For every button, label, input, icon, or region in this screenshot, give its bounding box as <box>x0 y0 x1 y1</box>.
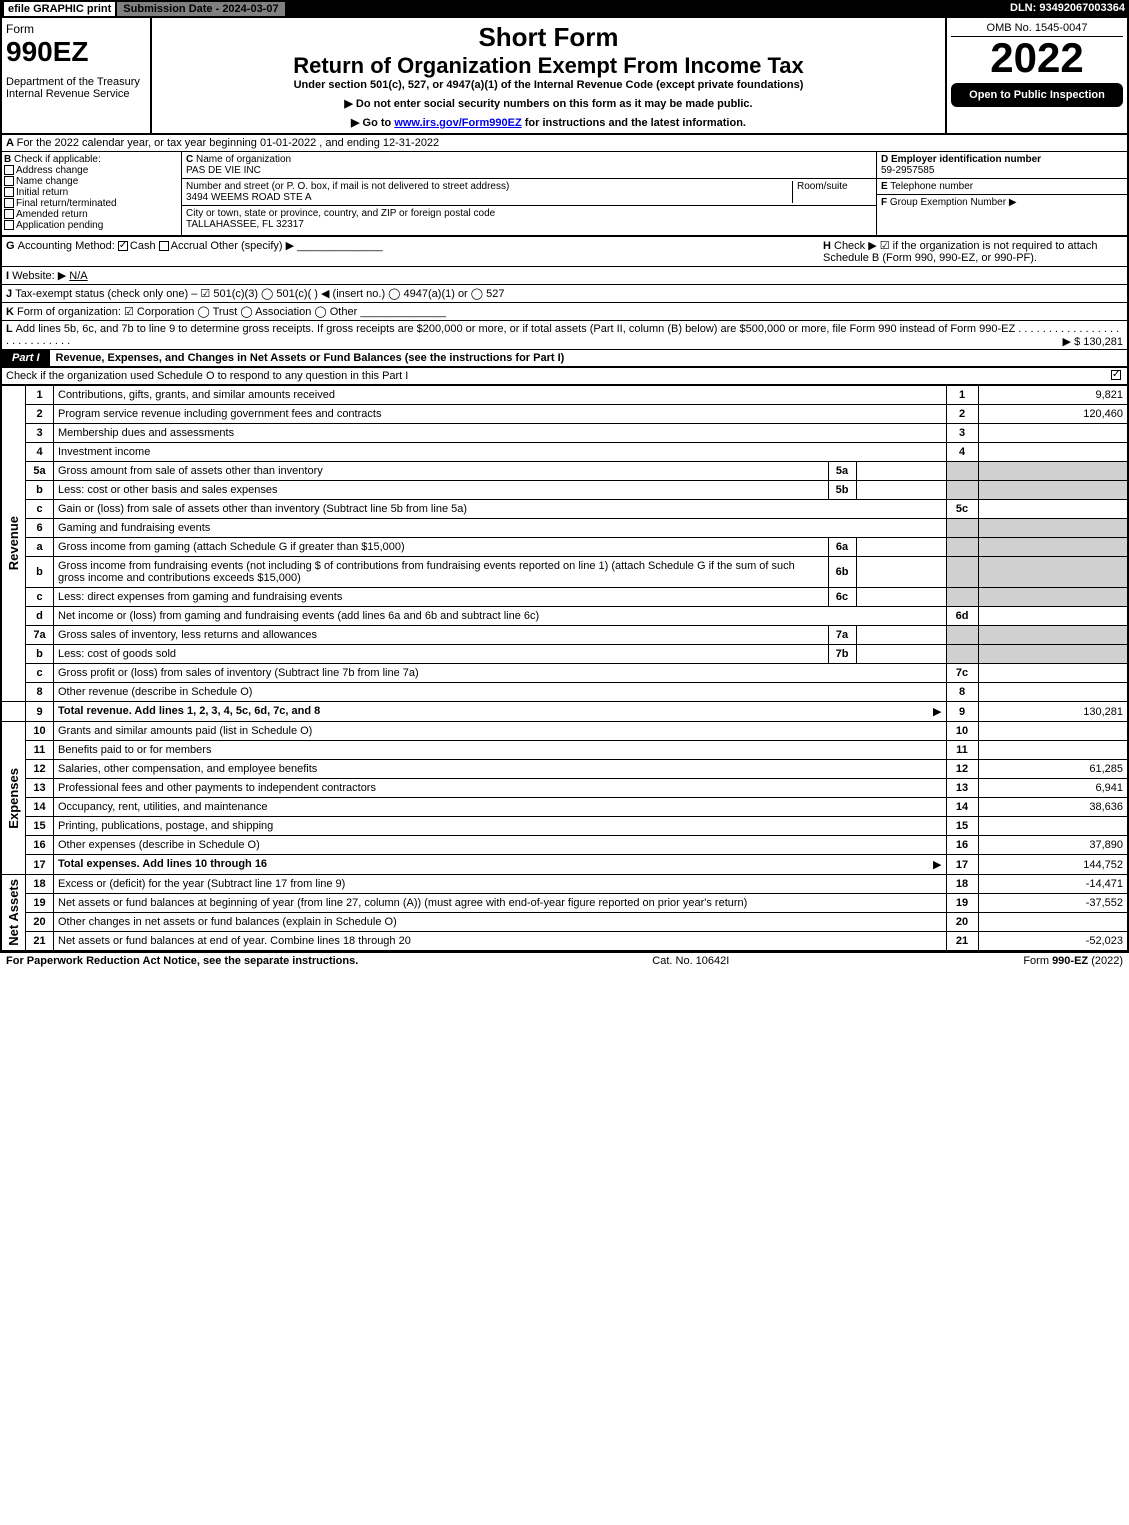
dln: DLN: 93492067003364 <box>1010 2 1125 16</box>
amt-1: 9,821 <box>978 386 1128 405</box>
org-address: 3494 WEEMS ROAD STE A <box>186 192 792 203</box>
e-label: Telephone number <box>890 181 973 192</box>
irs-link[interactable]: www.irs.gov/Form990EZ <box>394 117 521 129</box>
efile-label: efile GRAPHIC print <box>4 2 115 16</box>
amt-16: 37,890 <box>978 836 1128 855</box>
note2: ▶ Go to www.irs.gov/Form990EZ for instru… <box>156 116 941 129</box>
part1-check: Check if the organization used Schedule … <box>0 368 1129 385</box>
note1: ▶ Do not enter social security numbers o… <box>156 97 941 110</box>
tax-year: 2022 <box>951 37 1123 79</box>
cb-final-return[interactable] <box>4 198 14 208</box>
col-b: B Check if applicable: Address change Na… <box>2 152 182 235</box>
expenses-label: Expenses <box>6 768 21 829</box>
amt-10 <box>978 722 1128 741</box>
col-c: C Name of organization PAS DE VIE INC Nu… <box>182 152 877 235</box>
open-to-public: Open to Public Inspection <box>951 83 1123 107</box>
line-gh: G Accounting Method: Cash Accrual Other … <box>0 237 1129 267</box>
line-k: K Form of organization: ☑ Corporation ◯ … <box>0 303 1129 321</box>
amt-2: 120,460 <box>978 405 1128 424</box>
top-bar: efile GRAPHIC print Submission Date - 20… <box>0 0 1129 18</box>
footer-center: Cat. No. 10642I <box>652 955 729 967</box>
i-label: Website: ▶ <box>12 270 66 282</box>
city-label: City or town, state or province, country… <box>186 208 872 219</box>
header-left: Form 990EZ Department of the Treasury In… <box>2 18 152 133</box>
footer-left: For Paperwork Reduction Act Notice, see … <box>6 955 358 967</box>
header-right: OMB No. 1545-0047 2022 Open to Public In… <box>947 18 1127 133</box>
room-label: Room/suite <box>792 181 872 203</box>
h-text: Check ▶ ☑ if the organization is not req… <box>823 240 1098 264</box>
b-label: Check if applicable: <box>14 154 101 165</box>
amt-20 <box>978 913 1128 932</box>
line-a-text: For the 2022 calendar year, or tax year … <box>17 137 440 149</box>
amt-17: 144,752 <box>978 855 1128 875</box>
addr-label: Number and street (or P. O. box, if mail… <box>186 181 792 192</box>
revenue-label: Revenue <box>6 516 21 570</box>
amt-6d <box>978 607 1128 626</box>
amt-18: -14,471 <box>978 875 1128 894</box>
amt-14: 38,636 <box>978 798 1128 817</box>
title-return: Return of Organization Exempt From Incom… <box>156 53 941 79</box>
line-l: L Add lines 5b, 6c, and 7b to line 9 to … <box>0 321 1129 350</box>
amt-13: 6,941 <box>978 779 1128 798</box>
cb-name-change[interactable] <box>4 176 14 186</box>
amt-12: 61,285 <box>978 760 1128 779</box>
amt-7c <box>978 664 1128 683</box>
page-footer: For Paperwork Reduction Act Notice, see … <box>0 951 1129 969</box>
k-text: Form of organization: ☑ Corporation ◯ Tr… <box>17 306 357 318</box>
cb-cash[interactable] <box>118 241 128 251</box>
form-label: Form <box>6 22 146 36</box>
part1-tab: Part I <box>2 350 50 366</box>
website: N/A <box>69 270 87 282</box>
net-assets-label: Net Assets <box>6 879 21 946</box>
title-short: Short Form <box>156 22 941 53</box>
amt-3 <box>978 424 1128 443</box>
amt-21: -52,023 <box>978 932 1128 951</box>
part1-title: Revenue, Expenses, and Changes in Net As… <box>50 350 571 366</box>
cb-schedule-o[interactable] <box>1111 370 1121 380</box>
submission-date: Submission Date - 2024-03-07 <box>117 2 284 16</box>
line-i: I Website: ▶ N/A <box>0 267 1129 285</box>
cb-amended-return[interactable] <box>4 209 14 219</box>
cb-application-pending[interactable] <box>4 220 14 230</box>
form-header: Form 990EZ Department of the Treasury In… <box>0 18 1129 135</box>
header-center: Short Form Return of Organization Exempt… <box>152 18 947 133</box>
amt-9: 130,281 <box>978 702 1128 722</box>
ein: 59-2957585 <box>881 165 1123 176</box>
cb-address-change[interactable] <box>4 165 14 175</box>
col-d: D Employer identification number 59-2957… <box>877 152 1127 235</box>
amt-8 <box>978 683 1128 702</box>
amt-15 <box>978 817 1128 836</box>
department: Department of the Treasury Internal Reve… <box>6 76 146 100</box>
org-name: PAS DE VIE INC <box>186 165 872 176</box>
org-city: TALLAHASSEE, FL 32317 <box>186 219 872 230</box>
j-text: Tax-exempt status (check only one) – ☑ 5… <box>15 288 504 300</box>
line-j: J Tax-exempt status (check only one) – ☑… <box>0 285 1129 303</box>
part1-checktext: Check if the organization used Schedule … <box>6 370 408 382</box>
footer-right: Form 990-EZ (2022) <box>1023 955 1123 967</box>
g-label: Accounting Method: <box>18 240 115 252</box>
lines-table: Revenue 1Contributions, gifts, grants, a… <box>0 385 1129 951</box>
amt-19: -37,552 <box>978 894 1128 913</box>
amt-5c <box>978 500 1128 519</box>
amt-4 <box>978 443 1128 462</box>
l-amount: ▶ $ 130,281 <box>1063 335 1123 348</box>
line-a: A For the 2022 calendar year, or tax yea… <box>0 135 1129 152</box>
f-label: Group Exemption Number ▶ <box>890 197 1017 208</box>
entity-block: B Check if applicable: Address change Na… <box>0 152 1129 237</box>
part1-header: Part I Revenue, Expenses, and Changes in… <box>0 350 1129 368</box>
c-name-label: Name of organization <box>196 154 291 165</box>
cb-accrual[interactable] <box>159 241 169 251</box>
form-number: 990EZ <box>6 36 146 68</box>
amt-11 <box>978 741 1128 760</box>
l-text: Add lines 5b, 6c, and 7b to line 9 to de… <box>16 323 1016 335</box>
subtitle: Under section 501(c), 527, or 4947(a)(1)… <box>156 79 941 91</box>
d-label: Employer identification number <box>891 154 1041 165</box>
cb-initial-return[interactable] <box>4 187 14 197</box>
